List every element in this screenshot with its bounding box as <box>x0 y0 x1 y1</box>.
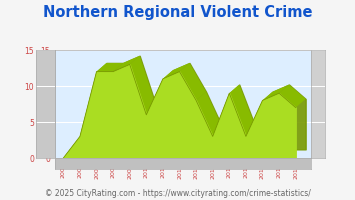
Polygon shape <box>229 85 256 136</box>
Polygon shape <box>130 56 156 115</box>
Polygon shape <box>180 63 206 100</box>
Polygon shape <box>213 85 239 136</box>
Polygon shape <box>97 63 123 72</box>
Text: © 2025 CityRating.com - https://www.cityrating.com/crime-statistics/: © 2025 CityRating.com - https://www.city… <box>45 189 310 198</box>
Polygon shape <box>246 92 272 136</box>
Polygon shape <box>196 92 223 136</box>
Polygon shape <box>279 85 306 108</box>
Polygon shape <box>146 70 173 115</box>
Polygon shape <box>113 56 140 72</box>
Polygon shape <box>163 63 190 79</box>
Text: Northern Regional Violent Crime: Northern Regional Violent Crime <box>43 5 312 20</box>
Polygon shape <box>63 128 90 158</box>
Polygon shape <box>262 85 289 100</box>
Polygon shape <box>80 63 106 136</box>
